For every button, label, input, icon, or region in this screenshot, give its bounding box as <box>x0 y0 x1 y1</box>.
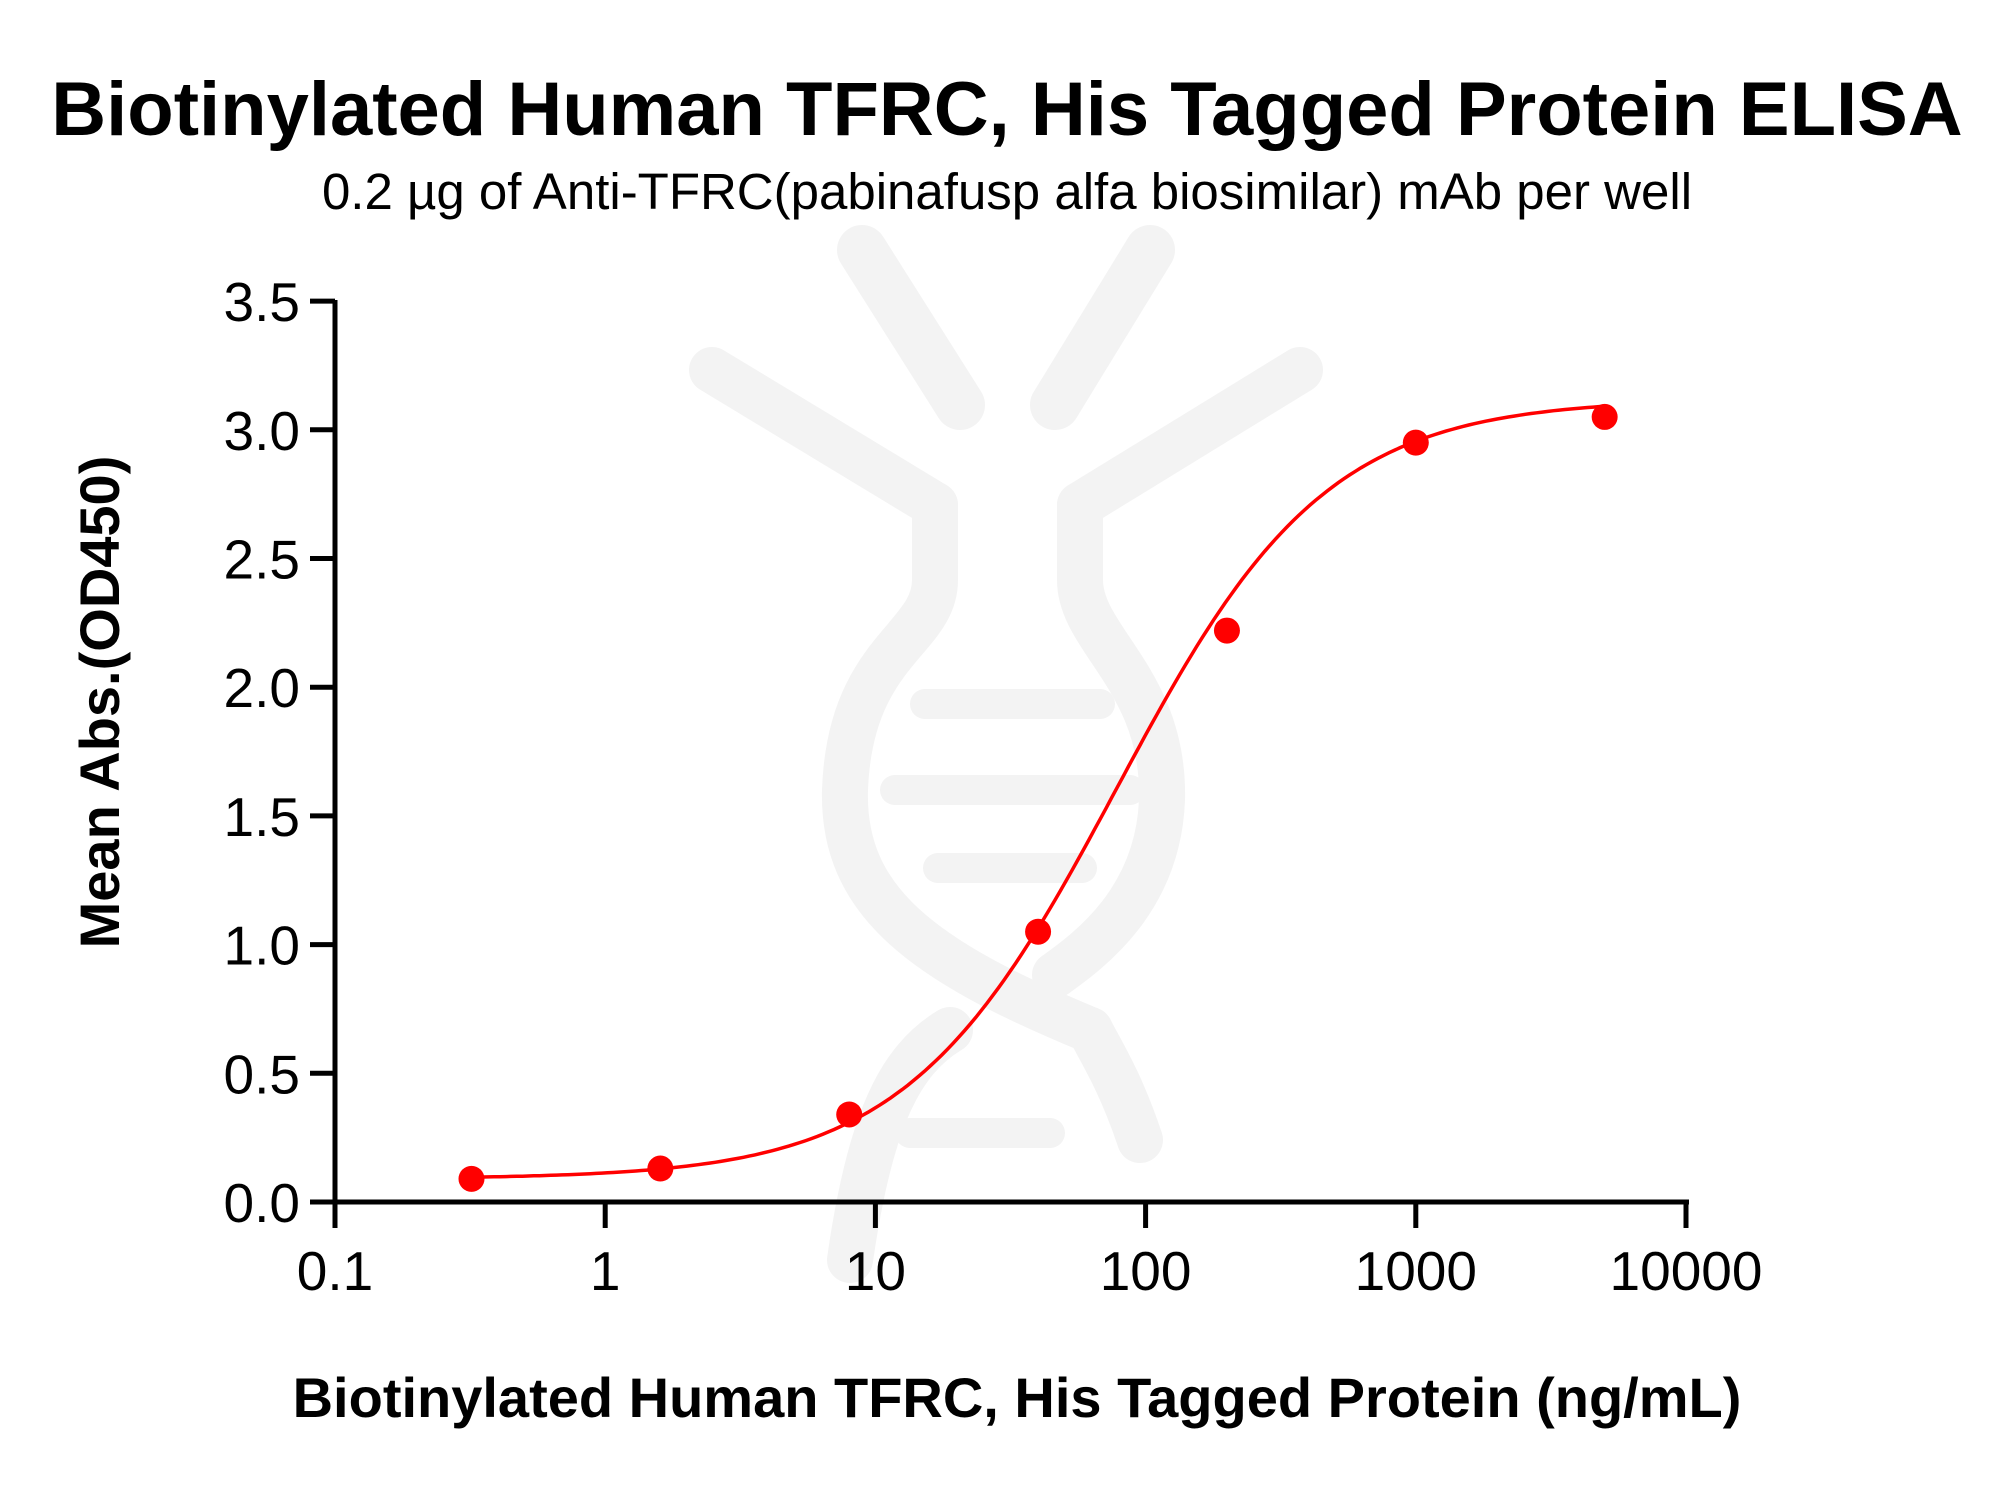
data-point <box>1591 403 1618 430</box>
data-point <box>1213 617 1240 644</box>
data-point <box>458 1165 485 1192</box>
y-axis-ticks: 0.0 0.5 1.0 1.5 2.0 2.5 3.0 3.5 <box>224 271 335 1234</box>
y-tick-label: 3.5 <box>224 271 300 333</box>
data-point <box>1402 429 1429 456</box>
x-axis-ticks: 0.1 1 10 100 1000 10000 <box>297 1202 1763 1302</box>
y-tick-label: 0.5 <box>224 1043 300 1105</box>
x-tick-label: 10 <box>845 1240 906 1302</box>
y-tick-label: 1.5 <box>224 786 300 848</box>
y-axis: 0.0 0.5 1.0 1.5 2.0 2.5 3.0 3.5 <box>224 271 338 1234</box>
x-tick-label: 10000 <box>1610 1240 1763 1302</box>
y-tick-label: 2.5 <box>224 529 300 591</box>
chart-title: Biotinylated Human TFRC, His Tagged Prot… <box>51 67 1963 152</box>
data-point <box>1025 918 1052 945</box>
chart-subtitle: 0.2 µg of Anti-TFRC(pabinafusp alfa bios… <box>321 163 1693 220</box>
y-tick-label: 3.0 <box>224 400 300 462</box>
x-axis: 0.1 1 10 100 1000 10000 <box>297 1199 1763 1302</box>
data-points <box>458 403 1618 1192</box>
y-tick-label: 2.0 <box>224 657 300 719</box>
y-axis-label: Mean Abs.(OD450) <box>68 455 131 949</box>
x-tick-label: 1000 <box>1355 1240 1477 1302</box>
x-tick-label: 0.1 <box>297 1240 373 1302</box>
data-point <box>647 1155 674 1182</box>
watermark-logo-icon <box>689 225 1323 1283</box>
x-tick-label: 100 <box>1100 1240 1192 1302</box>
data-point <box>836 1101 863 1128</box>
x-tick-label: 1 <box>590 1240 621 1302</box>
y-tick-label: 0.0 <box>224 1172 300 1234</box>
x-axis-label: Biotinylated Human TFRC, His Tagged Prot… <box>292 1366 1742 1429</box>
y-tick-label: 1.0 <box>224 915 300 977</box>
